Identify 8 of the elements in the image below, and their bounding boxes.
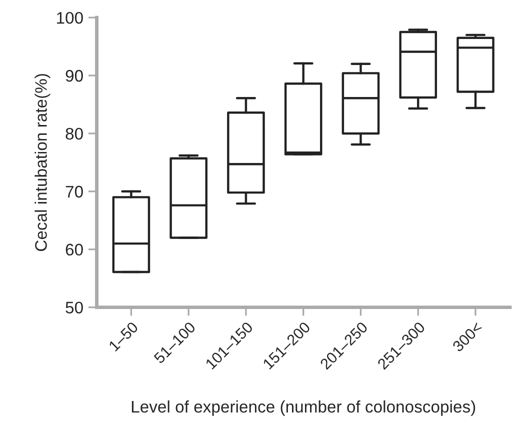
y-tick-label: 60 <box>66 244 83 256</box>
y-axis-title: Cecal intubation rate(%) <box>34 74 50 251</box>
y-tick-label: 50 <box>66 302 83 314</box>
y-tick-label: 80 <box>66 128 83 140</box>
y-tick-label: 100 <box>57 12 83 24</box>
y-tick-label: 70 <box>66 186 83 198</box>
y-tick-label: 90 <box>66 70 83 82</box>
x-axis-title: Level of experience (number of colonoscopies) <box>132 400 476 416</box>
